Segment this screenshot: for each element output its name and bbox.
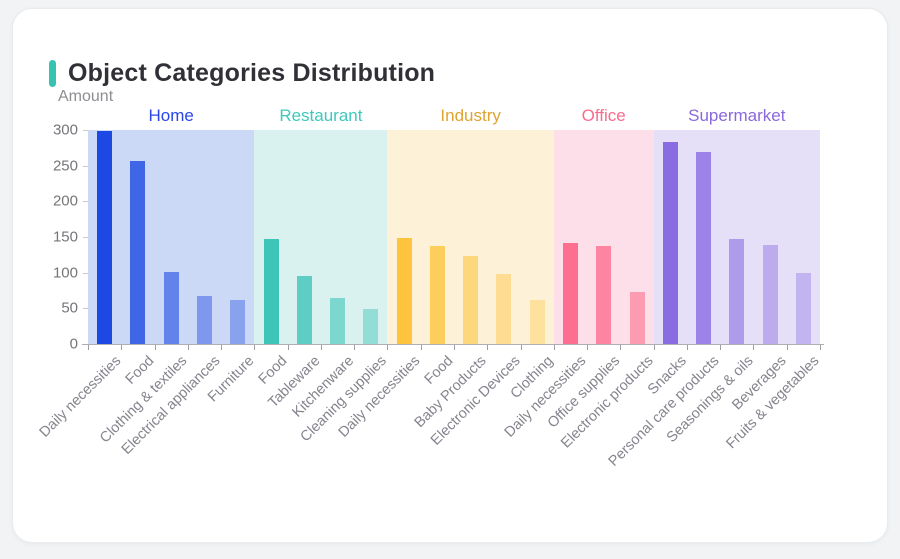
x-axis-tick	[553, 345, 555, 350]
y-tick-label: 200	[52, 192, 78, 210]
bar-restaurant-kitchenware	[330, 298, 346, 344]
bar-restaurant-tableware	[296, 275, 312, 344]
y-axis-tick	[83, 237, 88, 238]
x-axis-tick	[320, 345, 322, 350]
x-axis-tick	[287, 345, 289, 350]
x-axis-tick	[354, 345, 356, 350]
bar-office-electronic-products	[629, 291, 645, 344]
y-tick-label: 0	[69, 335, 78, 353]
x-axis-tick	[121, 345, 123, 350]
group-label-office: Office	[581, 106, 626, 125]
x-axis-tick	[420, 345, 422, 350]
bar-supermarket-fruits-vegetables	[795, 273, 811, 344]
bar-industry-clothing	[529, 299, 545, 344]
x-axis-tick	[221, 345, 223, 350]
y-axis-tick	[83, 201, 88, 203]
bar-office-daily-necessities	[562, 242, 578, 344]
y-tick-label: 50	[61, 299, 78, 317]
x-axis-line	[82, 344, 824, 345]
x-axis-tick	[820, 345, 821, 350]
bar-home-clothing-textiles	[163, 271, 179, 344]
y-axis-title: Amount	[58, 88, 114, 105]
x-axis-tick	[620, 345, 622, 350]
y-axis-tick	[83, 165, 88, 167]
x-axis-tick	[720, 345, 722, 350]
bar-supermarket-personal-care-products	[696, 152, 712, 344]
x-axis-tick	[454, 345, 455, 350]
bar-home-food	[130, 160, 146, 344]
y-tick-label: 300	[52, 121, 78, 139]
bar-restaurant-cleaning-supplies	[363, 309, 379, 344]
bar-home-electrical-appliances	[196, 296, 212, 344]
x-axis-tick	[254, 345, 256, 350]
y-tick-label: 250	[52, 157, 78, 175]
x-axis-tick	[753, 345, 755, 350]
x-axis-tick	[653, 345, 655, 350]
x-axis-tick	[587, 345, 589, 350]
x-axis-tick	[786, 345, 788, 350]
bar-industry-baby-products	[463, 255, 479, 344]
group-label-home: Home	[148, 106, 194, 125]
page-title: Object Categories Distribution	[68, 59, 436, 87]
x-axis-tick	[187, 345, 189, 350]
y-tick-label: 100	[52, 264, 78, 282]
x-axis-tick	[487, 345, 489, 350]
title-accent-bar	[49, 59, 56, 87]
bar-industry-daily-necessities	[396, 237, 412, 344]
bar-restaurant-food	[263, 239, 279, 344]
chart-header: Object Categories Distribution	[49, 57, 435, 89]
bar-supermarket-beverages	[762, 244, 778, 344]
y-axis-tick	[83, 272, 88, 274]
x-axis-tick	[387, 345, 389, 350]
x-axis-tick	[88, 345, 89, 350]
bar-supermarket-seasonings-oils	[729, 239, 745, 344]
x-axis-tick	[686, 345, 688, 350]
y-tick-label: 150	[52, 228, 78, 246]
bar-industry-electronic-devices	[496, 274, 512, 344]
bar-supermarket-snacks	[662, 142, 678, 344]
bar-industry-food	[429, 246, 445, 344]
bar-office-office-supplies	[596, 245, 612, 344]
bar-home-furniture	[230, 299, 246, 344]
y-axis-tick	[83, 308, 88, 310]
bar-home-daily-necessities	[97, 131, 113, 344]
x-axis-tick	[154, 345, 156, 350]
group-label-supermarket: Supermarket	[688, 106, 786, 125]
x-axis-tick	[520, 345, 522, 350]
group-label-restaurant: Restaurant	[279, 106, 363, 125]
group-label-industry: Industry	[440, 106, 501, 125]
y-axis-tick	[83, 130, 88, 131]
